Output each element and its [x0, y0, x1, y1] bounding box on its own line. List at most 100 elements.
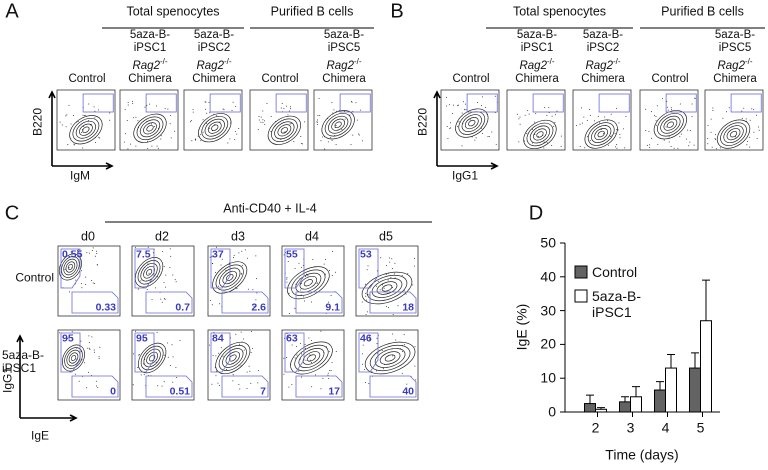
gate-percent: 95 [62, 332, 74, 345]
event-dot [531, 128, 533, 130]
contour [461, 114, 482, 132]
event-dot [316, 119, 318, 121]
y-axis-label: IgE (%) [513, 303, 530, 351]
contour [533, 128, 547, 141]
event-dot [524, 114, 526, 116]
event-dot [715, 148, 717, 150]
contour [69, 115, 103, 145]
event-dot [371, 371, 373, 373]
contour [371, 278, 403, 298]
event-dot [649, 146, 651, 148]
event-dot [300, 376, 302, 378]
event-dot [250, 352, 252, 354]
event-dot [290, 108, 292, 110]
event-dot [155, 105, 157, 107]
gate [284, 248, 305, 289]
event-dot [288, 313, 290, 315]
contour [458, 111, 486, 135]
event-dot [140, 280, 142, 282]
contour [138, 342, 167, 374]
event-dot [221, 258, 223, 260]
event-dot [362, 363, 364, 365]
event-dot [300, 266, 302, 268]
event-dot [712, 107, 714, 109]
event-dot [531, 142, 533, 144]
event-dot [87, 120, 89, 122]
column-name: Control [452, 73, 490, 85]
event-dot [463, 109, 465, 111]
event-dot [98, 137, 100, 139]
event-dot [388, 257, 390, 259]
event-dot [413, 265, 415, 267]
event-dot [88, 103, 90, 105]
contour [70, 355, 77, 361]
event-dot [308, 337, 310, 339]
panel-letter: A [5, 0, 19, 23]
contour [72, 117, 100, 142]
event-dot [167, 342, 169, 344]
event-dot [234, 130, 236, 132]
gate-percent: 7 [260, 385, 266, 398]
event-dot [225, 369, 227, 371]
event-dot [403, 334, 405, 336]
event-dot [215, 271, 217, 273]
panel-letter: C [4, 202, 20, 225]
genotype: -/- [744, 57, 753, 67]
event-dot [368, 335, 370, 337]
event-dot [317, 114, 319, 116]
event-dot [85, 283, 87, 285]
event-dot [526, 133, 528, 135]
contour [298, 347, 325, 369]
event-dot [157, 276, 159, 278]
event-dot [75, 279, 77, 281]
event-dot [543, 147, 545, 149]
column-suffix: Chimera [192, 73, 236, 85]
event-dot [414, 346, 416, 348]
event-dot [140, 374, 142, 376]
event-dot [302, 143, 304, 145]
gate-percent: 0.33 [95, 301, 116, 314]
event-dot [560, 135, 562, 137]
bar [665, 367, 677, 413]
contour [720, 122, 747, 146]
event-dot [743, 107, 745, 109]
event-dot [452, 104, 454, 106]
event-dot [171, 344, 173, 346]
event-dot [677, 147, 679, 149]
x-axis-label: Time (days) [605, 446, 679, 463]
event-dot [138, 354, 140, 356]
event-dot [84, 362, 86, 364]
contour [219, 267, 241, 288]
column-label: Control [58, 73, 116, 86]
column-label: Control [442, 73, 500, 86]
event-dot [59, 121, 61, 123]
day-label: d5 [379, 229, 393, 244]
gate-percent: 40 [402, 385, 414, 398]
event-dot [81, 283, 83, 285]
event-dot [232, 101, 234, 103]
event-dot [211, 383, 213, 385]
event-dot [264, 120, 266, 122]
event-dot [680, 133, 682, 135]
event-dot [290, 122, 292, 124]
event-dot [160, 298, 162, 300]
event-dot [204, 108, 206, 110]
event-dot [446, 105, 448, 107]
event-dot [584, 147, 586, 149]
gene-name: Rag2 [132, 60, 160, 72]
event-dot [174, 279, 176, 281]
event-dot [335, 350, 337, 352]
event-dot [264, 123, 266, 125]
contour [302, 351, 321, 365]
event-dot [329, 270, 331, 272]
event-dot [663, 139, 665, 141]
event-dot [222, 108, 224, 110]
event-dot [469, 119, 471, 121]
gate-percent: 18 [402, 301, 414, 314]
event-dot [137, 120, 139, 122]
event-dot [236, 133, 238, 135]
event-dot [495, 143, 497, 145]
event-dot [91, 279, 93, 281]
contour [277, 124, 292, 137]
event-dot [330, 294, 332, 296]
